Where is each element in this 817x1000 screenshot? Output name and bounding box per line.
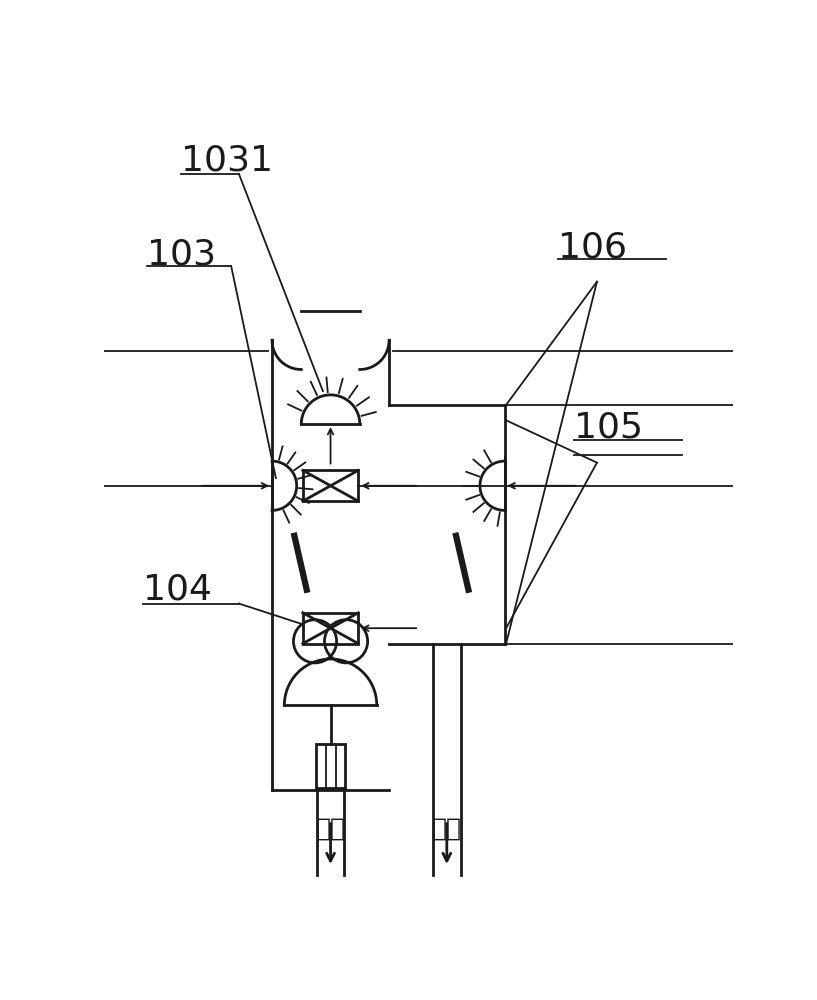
Bar: [303, 613, 359, 644]
Text: 103: 103: [146, 238, 216, 272]
Text: 出料: 出料: [315, 816, 346, 840]
Text: 105: 105: [574, 411, 643, 445]
Text: 出料: 出料: [432, 816, 462, 840]
Bar: [303, 470, 359, 501]
Bar: [316, 744, 345, 788]
Text: 104: 104: [143, 573, 212, 607]
Text: 106: 106: [559, 230, 627, 264]
Text: 1031: 1031: [181, 143, 273, 177]
